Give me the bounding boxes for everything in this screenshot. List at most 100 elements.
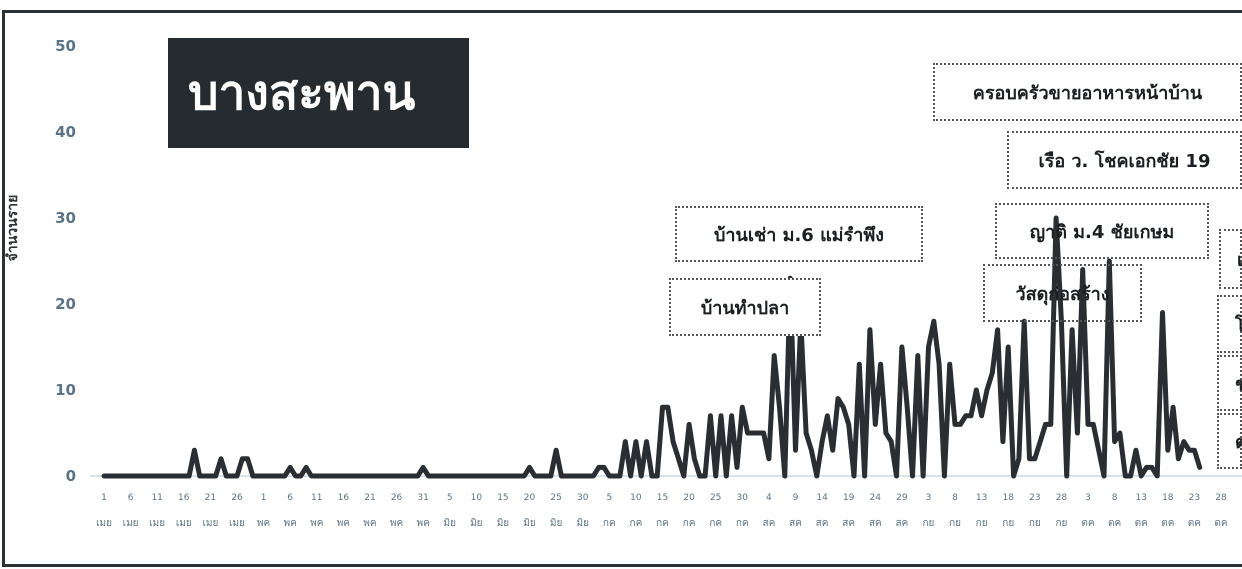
x-tick-month-label: สค bbox=[789, 518, 802, 529]
x-tick-month-label: ตค bbox=[1081, 518, 1094, 529]
x-tick-month-label: พค bbox=[310, 518, 323, 529]
x-tick-month-label: พค bbox=[257, 518, 270, 529]
x-tick-day-label: 13 bbox=[1135, 493, 1146, 503]
x-tick-day-label: 11 bbox=[311, 493, 322, 503]
y-tick-label: 40 bbox=[55, 123, 76, 141]
x-tick-day-label: 11 bbox=[151, 493, 162, 503]
x-tick-month-label: ตค bbox=[1188, 518, 1201, 529]
x-tick-month-label: สค bbox=[842, 518, 855, 529]
x-tick-day-label: 10 bbox=[630, 493, 642, 503]
x-tick-month-label: สค bbox=[869, 518, 882, 529]
x-tick-day-label: 23 bbox=[1029, 493, 1040, 503]
x-tick-day-label: 20 bbox=[524, 493, 536, 503]
x-tick-month-label: สค bbox=[816, 518, 829, 529]
y-axis-label: จำนวนราย bbox=[5, 194, 21, 262]
x-tick-day-label: 1 bbox=[101, 493, 107, 503]
x-tick-month-label: กย bbox=[922, 518, 934, 529]
y-tick-label: 30 bbox=[55, 209, 76, 227]
x-tick-month-label: กค bbox=[709, 518, 722, 529]
x-tick-day-label: 10 bbox=[471, 493, 483, 503]
x-tick-day-label: 21 bbox=[364, 493, 375, 503]
x-tick-day-label: 4 bbox=[766, 493, 772, 503]
x-tick-month-label: สค bbox=[762, 518, 775, 529]
x-tick-month-label: กย bbox=[976, 518, 988, 529]
y-tick-label: 0 bbox=[66, 467, 76, 485]
x-tick-month-label: กค bbox=[603, 518, 616, 529]
x-tick-day-label: 6 bbox=[128, 493, 134, 503]
x-tick-month-label: มิย bbox=[470, 518, 482, 529]
x-tick-day-label: 6 bbox=[287, 493, 293, 503]
x-tick-day-label: 28 bbox=[1215, 493, 1227, 503]
y-tick-label: 50 bbox=[55, 37, 76, 55]
x-tick-day-label: 25 bbox=[710, 493, 721, 503]
x-tick-month-label: ตค bbox=[1214, 518, 1227, 529]
x-tick-day-label: 23 bbox=[1189, 493, 1200, 503]
x-tick-month-label: มิย bbox=[523, 518, 535, 529]
x-tick-day-label: 20 bbox=[683, 493, 695, 503]
x-tick-month-label: กย bbox=[1002, 518, 1014, 529]
x-tick-day-label: 21 bbox=[205, 493, 216, 503]
x-tick-day-label: 1 bbox=[261, 493, 267, 503]
y-tick-label: 10 bbox=[55, 381, 76, 399]
x-tick-day-label: 16 bbox=[338, 493, 350, 503]
x-tick-day-label: 29 bbox=[896, 493, 908, 503]
x-tick-day-label: 18 bbox=[1003, 493, 1015, 503]
chart-title: บางสะพาน bbox=[168, 38, 469, 148]
annotation-boat-text: เรือ ว. โชคเอกชัย 19 bbox=[1038, 150, 1211, 172]
annotation-cut-2-text: โ bbox=[1235, 314, 1242, 336]
x-tick-month-label: มิย bbox=[497, 518, 509, 529]
x-tick-day-label: 13 bbox=[976, 493, 987, 503]
x-tick-day-label: 30 bbox=[577, 493, 589, 503]
x-tick-day-label: 14 bbox=[816, 493, 828, 503]
x-tick-day-label: 5 bbox=[447, 493, 453, 503]
annotation-family: ครอบครัวขายอาหารหน้าบ้าน bbox=[933, 63, 1242, 121]
x-tick-day-label: 18 bbox=[1162, 493, 1174, 503]
x-tick-day-label: 5 bbox=[606, 493, 612, 503]
x-tick-day-label: 15 bbox=[657, 493, 668, 503]
annotation-cut-1-text: เ bbox=[1237, 249, 1242, 271]
annotation-cut-2: โ bbox=[1217, 295, 1242, 353]
x-tick-day-label: 30 bbox=[737, 493, 749, 503]
x-tick-day-label: 8 bbox=[1112, 493, 1118, 503]
x-tick-month-label: ตค bbox=[1135, 518, 1148, 529]
annotation-banchao: บ้านเช่า ม.6 แม่รำพึง bbox=[675, 206, 923, 262]
x-tick-day-label: 8 bbox=[952, 493, 958, 503]
x-tick-day-label: 9 bbox=[793, 493, 799, 503]
x-tick-month-label: กค bbox=[630, 518, 643, 529]
annotation-cut-4-text: ต bbox=[1235, 431, 1242, 453]
x-tick-month-label: พค bbox=[363, 518, 376, 529]
annotation-cut-3-text: ช bbox=[1235, 373, 1242, 395]
annotation-material: วัสดุก่อสร้าง bbox=[983, 264, 1142, 322]
x-tick-day-label: 24 bbox=[870, 493, 882, 503]
annotation-cut-4: ต bbox=[1217, 413, 1242, 469]
x-tick-day-label: 15 bbox=[497, 493, 508, 503]
x-tick-month-label: เมย bbox=[96, 518, 112, 529]
annotation-boat: เรือ ว. โชคเอกชัย 19 bbox=[1007, 131, 1242, 189]
x-tick-month-label: พค bbox=[337, 518, 350, 529]
x-tick-month-label: มิย bbox=[444, 518, 456, 529]
x-tick-month-label: มิย bbox=[550, 518, 562, 529]
x-tick-month-label: เมย bbox=[176, 518, 192, 529]
x-tick-month-label: กค bbox=[683, 518, 696, 529]
annotation-relative-text: ญาติ ม.4 ชัยเกษม bbox=[1029, 221, 1175, 243]
chart-frame bbox=[2, 10, 1242, 567]
x-tick-month-label: กย bbox=[949, 518, 961, 529]
annotation-cut-3: ช bbox=[1217, 355, 1242, 411]
x-tick-day-label: 25 bbox=[550, 493, 561, 503]
x-tick-day-label: 16 bbox=[178, 493, 190, 503]
x-tick-day-label: 26 bbox=[391, 493, 403, 503]
x-tick-month-label: ตค bbox=[1108, 518, 1121, 529]
x-tick-month-label: กค bbox=[656, 518, 669, 529]
x-tick-month-label: พค bbox=[284, 518, 297, 529]
x-tick-month-label: ตค bbox=[1161, 518, 1174, 529]
x-tick-day-label: 26 bbox=[231, 493, 243, 503]
x-tick-day-label: 3 bbox=[926, 493, 932, 503]
x-tick-month-label: เมย bbox=[202, 518, 218, 529]
annotation-banchao-text: บ้านเช่า ม.6 แม่รำพึง bbox=[714, 224, 884, 246]
x-tick-month-label: พค bbox=[390, 518, 403, 529]
x-tick-month-label: สค bbox=[895, 518, 908, 529]
annotation-relative: ญาติ ม.4 ชัยเกษม bbox=[995, 203, 1209, 259]
x-tick-day-label: 19 bbox=[843, 493, 855, 503]
chart-title-text: บางสะพาน bbox=[188, 65, 416, 121]
series-line bbox=[101, 215, 1203, 479]
